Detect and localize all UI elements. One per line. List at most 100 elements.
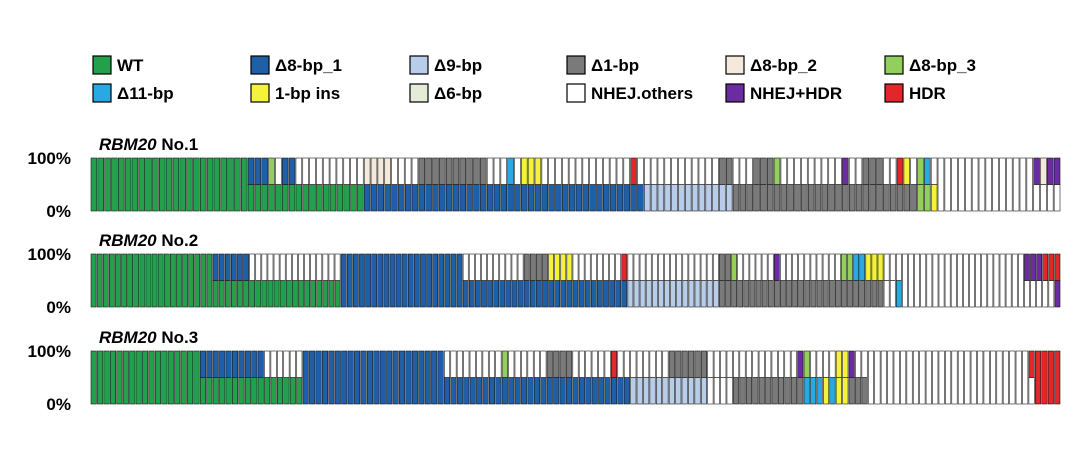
bar-60 [493, 157, 501, 212]
bar-51 [411, 350, 418, 405]
bar-118 [889, 157, 897, 212]
bar-110 [835, 157, 842, 212]
bar-segment-d1 [883, 184, 890, 212]
bar-segment-nhej [810, 253, 817, 281]
bar-segment-WT [243, 280, 249, 308]
bar-segment-nhej [743, 253, 750, 281]
bar-segment-d1 [773, 280, 780, 308]
bar-segment-d1 [855, 377, 862, 405]
bar-segment-nhejhdr [1024, 253, 1030, 281]
bar-4 [111, 157, 118, 212]
bar-segment-nhej [883, 253, 890, 281]
bar-122 [917, 157, 924, 212]
bar-segment-nhej [623, 157, 630, 185]
bar-83 [590, 253, 597, 308]
bar-segment-nhej [316, 253, 323, 281]
bar-40 [357, 157, 364, 212]
bar-segment-nhej [999, 157, 1006, 212]
bar-segment-d9 [694, 377, 701, 405]
bar-22 [218, 253, 225, 308]
bar-87 [643, 350, 650, 405]
bar-segment-nhej [1030, 280, 1036, 308]
bar-segment-d8_1 [575, 184, 583, 212]
bar-segment-nhej [1042, 280, 1049, 308]
bar-segment-nhej [889, 253, 896, 281]
bar-segment-d1 [896, 184, 904, 212]
bar-98 [682, 253, 689, 308]
bar-segment-nhej [867, 350, 875, 405]
bar-131 [978, 157, 986, 212]
bar-22 [234, 157, 241, 212]
bar-segment-d8_1 [541, 184, 548, 212]
bar-7 [129, 350, 136, 405]
bar-segment-d8_1 [521, 184, 528, 212]
bar-segment-ins1 [554, 253, 561, 281]
bar-111 [797, 350, 804, 405]
bar-segment-WT [145, 253, 152, 308]
bar-segment-d1 [792, 280, 798, 308]
bar-segment-d9 [688, 377, 695, 405]
bar-segment-nhej [255, 253, 262, 281]
bar-segment-d9 [633, 280, 640, 308]
bar-segment-nhej [678, 157, 685, 185]
bar-101 [773, 157, 781, 212]
bar-segment-WT [104, 157, 111, 212]
bar-54 [431, 350, 438, 405]
bar-segment-d1 [694, 350, 701, 378]
bar-84 [657, 157, 665, 212]
bar-segment-nhej [848, 157, 856, 185]
bar-segment-d8_1 [450, 253, 457, 308]
bar-90 [698, 157, 706, 212]
bar-segment-d8_1 [488, 377, 495, 405]
bar-43 [346, 253, 353, 308]
bar-segment-WT [188, 253, 195, 308]
bar-segment-nhej [329, 157, 337, 185]
bar-segment-nhej [978, 157, 986, 212]
bar-segment-hdr [1054, 350, 1061, 405]
bar-57 [473, 157, 480, 212]
bar-86 [671, 157, 678, 212]
bar-132 [932, 350, 939, 405]
bar-segment-WT [193, 350, 200, 405]
bar-segment-WT [142, 350, 149, 405]
bar-segment-nhej [823, 350, 830, 378]
bar-91 [668, 350, 675, 405]
bar-112 [767, 253, 774, 308]
bar-99 [720, 350, 727, 405]
bar-44 [384, 157, 391, 212]
bar-50 [405, 350, 412, 405]
bar-76 [548, 253, 554, 308]
bar-segment-d8_1 [365, 253, 371, 308]
bar-segment-nhej [834, 253, 841, 281]
bar-segment-WT [244, 377, 251, 405]
bar-38 [328, 350, 335, 405]
bar-segment-d1 [853, 280, 859, 308]
bar-108 [778, 350, 785, 405]
ytick-label-0: 0% [46, 202, 71, 221]
bar-69 [505, 253, 512, 308]
bar-150 [1047, 350, 1054, 405]
bar-segment-WT [219, 377, 226, 405]
bar-segment-WT [122, 350, 129, 405]
bar-segment-d9 [662, 377, 669, 405]
bar-segment-WT [118, 157, 125, 212]
bar-segment-d8_1 [377, 253, 384, 308]
bar-115 [823, 350, 830, 405]
bar-segment-nhej [893, 350, 900, 405]
bar-segment-d8_3 [917, 184, 924, 212]
bar-segment-WT [167, 350, 174, 405]
bar-95 [694, 350, 701, 405]
bar-8 [138, 157, 145, 212]
bar-33 [309, 157, 316, 212]
bar-segment-d1 [780, 280, 786, 308]
bar-segment-d8_1 [261, 157, 268, 185]
bar-31 [283, 350, 290, 405]
bar-17 [188, 253, 195, 308]
bar-segment-nhej [950, 253, 957, 308]
bar-157 [1042, 253, 1049, 308]
legend-label-hdr: HDR [909, 84, 946, 103]
bar-89 [627, 253, 634, 308]
bar-66 [487, 253, 493, 308]
bar-segment-d9 [712, 184, 719, 212]
bar-142 [996, 350, 1003, 405]
